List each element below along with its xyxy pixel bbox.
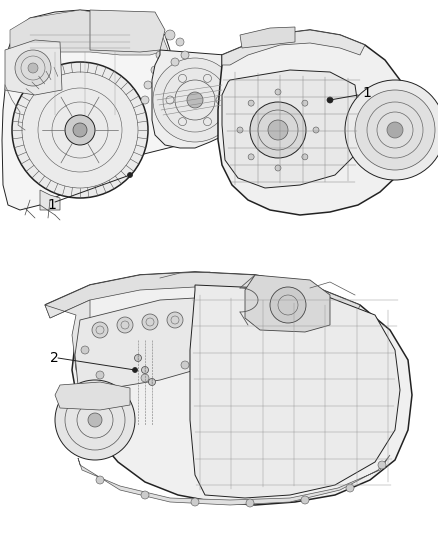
Polygon shape — [40, 190, 60, 210]
Circle shape — [270, 287, 306, 323]
Polygon shape — [10, 10, 168, 55]
Polygon shape — [152, 50, 240, 148]
Circle shape — [96, 371, 104, 379]
Circle shape — [246, 499, 254, 507]
Circle shape — [96, 476, 104, 484]
Circle shape — [144, 81, 152, 89]
Polygon shape — [190, 285, 400, 498]
Text: 1: 1 — [48, 198, 57, 212]
Circle shape — [65, 115, 95, 145]
Circle shape — [237, 127, 243, 133]
Circle shape — [301, 496, 309, 504]
Polygon shape — [55, 382, 130, 410]
Circle shape — [387, 122, 403, 138]
Polygon shape — [45, 272, 360, 318]
Circle shape — [81, 346, 89, 354]
Circle shape — [12, 62, 148, 198]
Circle shape — [313, 127, 319, 133]
Circle shape — [345, 80, 438, 180]
Circle shape — [146, 36, 154, 44]
Polygon shape — [45, 300, 90, 380]
Circle shape — [148, 378, 155, 385]
Circle shape — [142, 314, 158, 330]
Polygon shape — [222, 30, 365, 65]
Circle shape — [141, 491, 149, 499]
Circle shape — [248, 154, 254, 160]
Circle shape — [165, 30, 175, 40]
Text: 1: 1 — [362, 86, 371, 100]
Circle shape — [127, 173, 133, 177]
Circle shape — [156, 51, 164, 59]
Text: 2: 2 — [49, 351, 58, 365]
Polygon shape — [75, 298, 195, 390]
Circle shape — [181, 51, 189, 59]
Polygon shape — [5, 40, 62, 95]
Circle shape — [248, 100, 254, 106]
Circle shape — [187, 92, 203, 108]
Circle shape — [153, 58, 237, 142]
Polygon shape — [240, 27, 295, 48]
Circle shape — [117, 317, 133, 333]
Polygon shape — [218, 30, 412, 215]
Circle shape — [327, 97, 333, 103]
Polygon shape — [90, 10, 165, 52]
Circle shape — [378, 461, 386, 469]
Circle shape — [355, 90, 435, 170]
Circle shape — [151, 66, 159, 74]
Circle shape — [28, 63, 38, 73]
Circle shape — [171, 58, 179, 66]
Circle shape — [88, 413, 102, 427]
Polygon shape — [78, 455, 390, 505]
Circle shape — [141, 96, 149, 104]
Polygon shape — [2, 10, 230, 210]
Circle shape — [15, 50, 51, 86]
Circle shape — [302, 100, 308, 106]
Circle shape — [275, 165, 281, 171]
Circle shape — [176, 38, 184, 46]
Circle shape — [167, 312, 183, 328]
Circle shape — [55, 380, 135, 460]
Polygon shape — [222, 70, 360, 188]
Polygon shape — [45, 272, 412, 505]
Circle shape — [250, 102, 306, 158]
Circle shape — [191, 498, 199, 506]
Circle shape — [73, 123, 87, 137]
Polygon shape — [245, 275, 330, 332]
Circle shape — [141, 374, 149, 382]
Circle shape — [181, 361, 189, 369]
Circle shape — [133, 367, 138, 373]
Circle shape — [268, 120, 288, 140]
Circle shape — [346, 484, 354, 492]
Circle shape — [134, 354, 141, 361]
Circle shape — [141, 367, 148, 374]
Circle shape — [92, 322, 108, 338]
Circle shape — [302, 154, 308, 160]
Circle shape — [275, 89, 281, 95]
